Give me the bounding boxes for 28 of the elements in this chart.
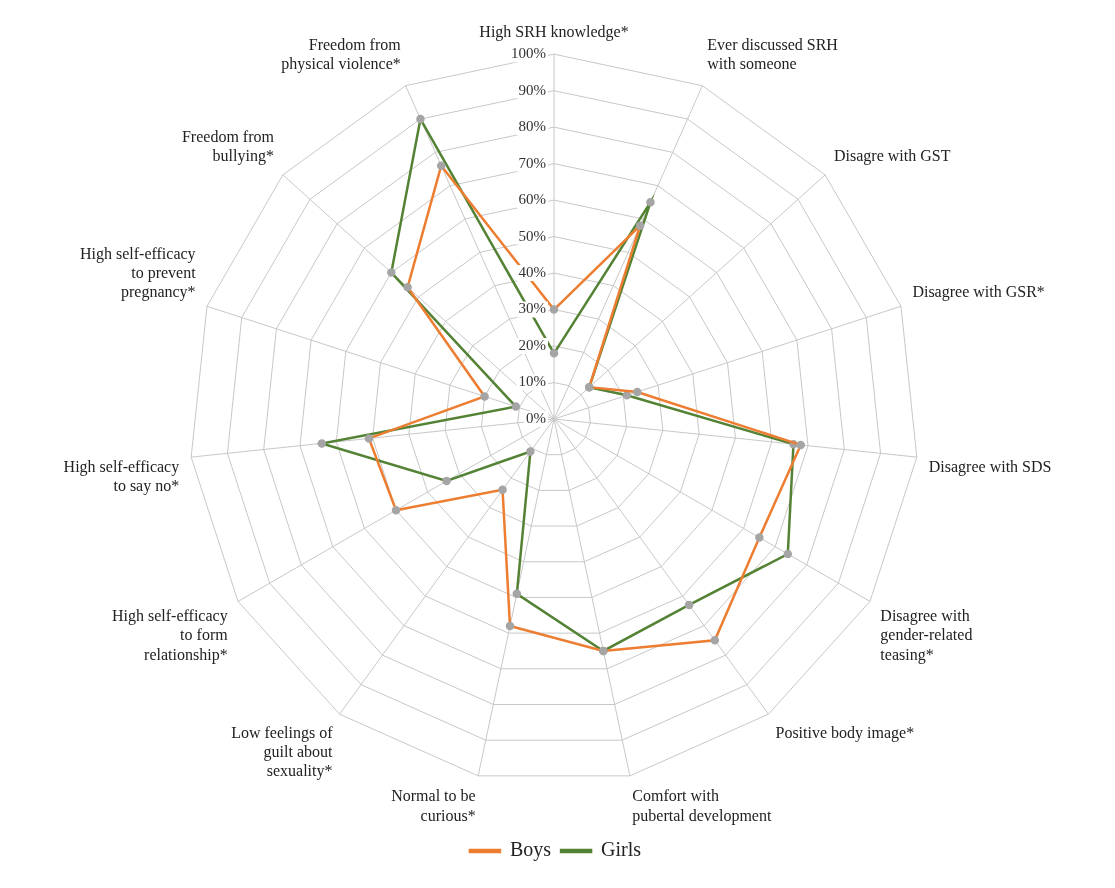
spoke-label: Low feelings of guilt about sexuality* [231, 723, 334, 781]
spoke-label: High self-efficacy to say no* [63, 458, 180, 496]
spoke-label: High self-efficacy to prevent pregnancy* [79, 244, 197, 302]
spoke-label: Positive body image* [775, 723, 915, 742]
spoke-label: High self-efficacy to form relationship* [112, 607, 229, 664]
spoke-label: Ever discussed SRH with someone [707, 36, 839, 73]
y-tick-label: 0% [526, 409, 546, 426]
spoke-label: Comfort with pubertal development [632, 787, 772, 825]
spoke-label: Disagree with GSR* [912, 283, 1045, 302]
y-tick-label: 80% [518, 118, 546, 135]
y-tick-label: 100% [511, 45, 546, 62]
spoke-label: Disagre with GST [834, 147, 951, 166]
y-tick-label: 20% [518, 336, 546, 353]
spoke-label: Freedom from physical violence* [281, 36, 402, 74]
y-tick-label: 70% [518, 154, 546, 171]
legend-label: Boys [509, 838, 552, 862]
y-tick-label: 90% [518, 81, 546, 98]
y-tick-label: 10% [518, 373, 546, 390]
y-tick-label: 50% [518, 227, 546, 244]
y-tick-label: 40% [518, 264, 546, 280]
y-tick-label: 30% [518, 300, 546, 317]
spoke-label: Freedom from bullying* [181, 128, 275, 166]
spoke-label: High SRH knowledge* [479, 22, 629, 41]
spoke-label: Disagree with gender-related teasing* [880, 607, 973, 664]
legend-label: Girls [601, 838, 642, 861]
spoke-label: Normal to be curious* [391, 787, 476, 824]
spoke-label: Disagree with SDS [928, 458, 1052, 477]
y-tick-label: 60% [518, 191, 546, 208]
